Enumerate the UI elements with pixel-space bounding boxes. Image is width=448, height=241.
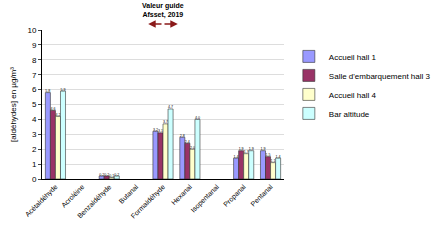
svg-text:0,1: 0,1 [109, 174, 114, 178]
svg-text:0,2: 0,2 [114, 173, 119, 177]
svg-text:1,1: 1,1 [271, 159, 276, 163]
svg-text:Salle d'embarquement hall 3: Salle d'embarquement hall 3 [329, 72, 431, 81]
svg-text:4,7: 4,7 [168, 105, 173, 109]
svg-text:1,9: 1,9 [249, 147, 254, 151]
svg-text:4,0: 4,0 [195, 116, 200, 120]
svg-text:1: 1 [32, 160, 37, 169]
svg-text:Hexanal: Hexanal [170, 183, 193, 206]
svg-text:1,4: 1,4 [276, 155, 281, 159]
svg-text:Butanal: Butanal [118, 183, 140, 205]
svg-text:Bar altitude: Bar altitude [329, 110, 370, 119]
svg-text:2,4: 2,4 [185, 140, 190, 144]
svg-text:4,6: 4,6 [50, 107, 55, 111]
svg-text:3,7: 3,7 [163, 120, 168, 124]
svg-text:1,7: 1,7 [244, 150, 249, 154]
svg-text:0: 0 [32, 175, 37, 184]
svg-text:8: 8 [32, 56, 37, 65]
svg-text:2: 2 [32, 145, 37, 154]
svg-text:4,2: 4,2 [55, 113, 60, 117]
svg-text:Pentanal: Pentanal [249, 183, 274, 208]
svg-text:[aldéhydes] en µg/m³: [aldéhydes] en µg/m³ [9, 67, 18, 142]
svg-text:3: 3 [32, 130, 37, 139]
svg-text:Isopentanal: Isopentanal [189, 183, 221, 215]
svg-text:0,2: 0,2 [104, 173, 109, 177]
svg-text:0,2: 0,2 [99, 173, 104, 177]
svg-text:Accueil hall 4: Accueil hall 4 [329, 91, 377, 100]
svg-text:1,4: 1,4 [234, 155, 239, 159]
svg-text:Propanal: Propanal [222, 183, 248, 209]
svg-text:3,2: 3,2 [153, 128, 158, 132]
svg-text:1,9: 1,9 [260, 147, 265, 151]
svg-text:7: 7 [32, 71, 37, 80]
svg-text:5,9: 5,9 [60, 88, 65, 92]
svg-text:10: 10 [27, 26, 36, 35]
svg-text:Valeur guideAfsset, 2019: Valeur guideAfsset, 2019 [142, 2, 184, 19]
svg-text:9: 9 [32, 41, 37, 50]
svg-text:1,5: 1,5 [266, 153, 271, 157]
svg-text:Benzaldéhyde: Benzaldéhyde [76, 183, 113, 220]
svg-text:6: 6 [32, 85, 37, 94]
svg-text:4: 4 [32, 115, 37, 124]
svg-text:5: 5 [32, 100, 37, 109]
svg-text:Acroléine: Acroléine [60, 183, 86, 209]
svg-text:5,8: 5,8 [45, 89, 50, 93]
svg-text:1,9: 1,9 [239, 147, 244, 151]
svg-text:Accueil hall 1: Accueil hall 1 [329, 53, 377, 62]
svg-text:2,0: 2,0 [190, 146, 195, 150]
svg-text:2,8: 2,8 [180, 134, 185, 138]
svg-text:3,1: 3,1 [158, 129, 163, 133]
svg-text:Acétaldéhyde: Acétaldéhyde [24, 183, 60, 219]
svg-text:Formaldéhyde: Formaldéhyde [130, 183, 167, 220]
